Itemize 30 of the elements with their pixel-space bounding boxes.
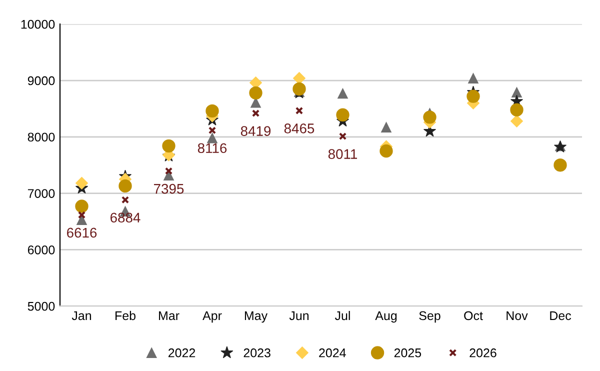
data-label: 6884 (110, 212, 140, 223)
x-tick-label: Feb (116, 310, 136, 320)
data-label: 7395 (154, 184, 184, 194)
data-label: 6616 (67, 228, 97, 238)
data-label: 8465 (284, 124, 314, 134)
x-tick-label: Jul (334, 310, 350, 320)
x-tick-label: Apr (202, 311, 222, 323)
x-tick-label: Aug (375, 311, 397, 323)
y-tick-label: 8000 (28, 132, 55, 142)
x-tick-label: Mar (159, 311, 180, 320)
legend-label: 2026 (470, 348, 496, 358)
legend-label: 2024 (319, 348, 346, 358)
x-tick-label: Nov (506, 311, 528, 320)
legend-label: 2023 (244, 348, 270, 358)
data-label: 8011 (328, 149, 358, 159)
x-tick-label: Jun (289, 311, 309, 320)
x-tick-label: Oct (464, 311, 483, 320)
y-tick-label: 9000 (28, 76, 55, 86)
x-tick-label: May (244, 311, 268, 323)
x-tick-label: Sep (419, 311, 440, 323)
x-tick-label: Jan (72, 311, 92, 320)
y-tick-label: 10000 (21, 20, 55, 29)
y-tick-label: 7000 (28, 189, 55, 198)
y-tick-label: 5000 (28, 302, 55, 311)
y-tick-label: 6000 (28, 245, 55, 254)
data-label: 8116 (198, 143, 227, 154)
legend-label: 2022 (168, 348, 196, 358)
legend-label: 2025 (394, 348, 422, 358)
data-label: 8419 (240, 126, 271, 136)
x-tick-label: Dec (550, 311, 572, 320)
